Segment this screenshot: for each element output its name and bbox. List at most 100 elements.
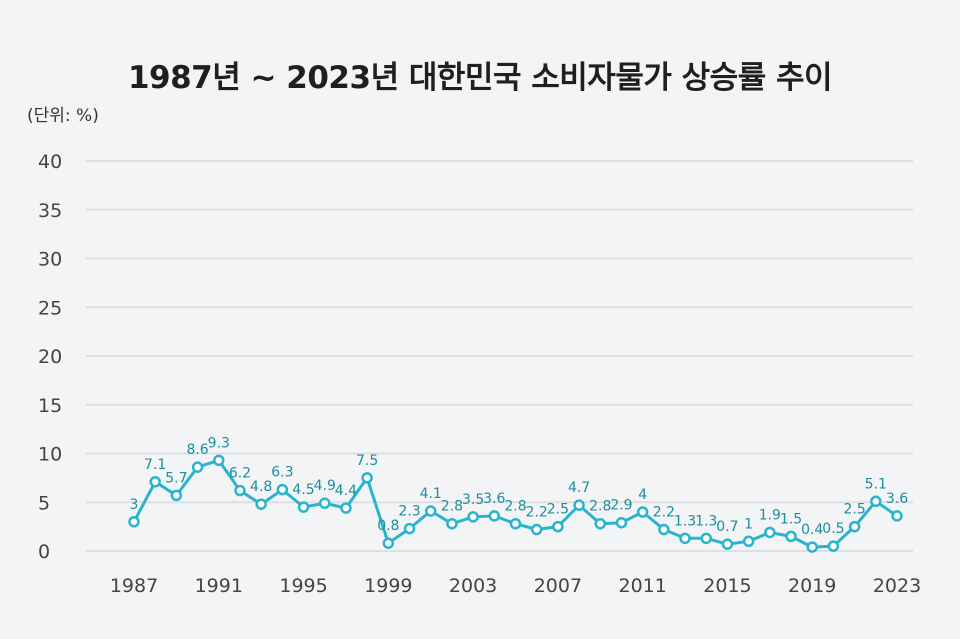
data-label: 0.8 <box>377 518 399 534</box>
data-point <box>403 522 416 535</box>
data-point <box>213 454 225 467</box>
data-point <box>382 537 395 549</box>
data-label: 1 <box>744 516 753 532</box>
data-point <box>806 541 818 553</box>
data-label: 4.8 <box>250 479 272 495</box>
data-point <box>488 510 501 522</box>
data-point <box>636 506 649 518</box>
x-tick-label: 1999 <box>364 575 412 597</box>
y-axis-ticks: 0 5 10 15 20 25 30 35 40 <box>38 151 62 563</box>
x-axis-ticks: 1987 1991 1995 1999 2003 2007 2011 2015 2019 2023 <box>110 575 921 597</box>
data-label: 1.9 <box>759 507 781 523</box>
data-label: 2.8 <box>589 499 611 515</box>
y-tick-label: 30 <box>38 249 62 271</box>
chart-title: 1987년 ~ 2023년 대한민국 소비자물가 상승률 추이 <box>127 60 833 96</box>
data-label: 3.6 <box>886 491 908 507</box>
grid-lines <box>86 160 913 552</box>
data-point <box>276 483 289 496</box>
data-point <box>742 535 755 547</box>
data-point <box>615 516 628 529</box>
data-label: 1.3 <box>695 513 717 529</box>
data-point <box>361 472 373 484</box>
data-point <box>552 520 564 533</box>
data-label: 0.5 <box>822 521 844 537</box>
y-tick-label: 20 <box>38 346 62 368</box>
data-point <box>424 505 437 517</box>
y-tick-label: 15 <box>38 395 62 417</box>
data-label: 1.3 <box>674 513 696 529</box>
data-point <box>700 532 712 545</box>
y-unit-label: (단위: %) <box>27 106 99 126</box>
x-tick-label: 1991 <box>195 575 243 597</box>
data-points <box>128 454 903 553</box>
data-label: 6.2 <box>229 466 251 482</box>
data-label: 2.5 <box>843 502 865 518</box>
data-label: 4.1 <box>420 486 442 502</box>
data-point <box>679 532 691 545</box>
data-point <box>340 502 352 514</box>
data-point <box>319 497 331 509</box>
data-label: 4.5 <box>292 482 314 498</box>
x-tick-label: 2011 <box>618 575 666 597</box>
x-tick-label: 2007 <box>534 575 582 597</box>
y-tick-label: 10 <box>38 444 62 466</box>
y-tick-label: 5 <box>38 492 50 514</box>
data-label: 3.6 <box>483 491 505 507</box>
data-point <box>234 484 246 497</box>
data-point <box>785 530 797 543</box>
data-label: 9.3 <box>208 435 230 451</box>
x-tick-label: 1995 <box>279 575 327 597</box>
data-label: 2.8 <box>504 499 526 515</box>
data-label: 4.9 <box>314 478 336 494</box>
x-tick-label: 2023 <box>873 575 921 597</box>
x-tick-label: 2019 <box>788 575 836 597</box>
data-point <box>848 520 861 533</box>
x-tick-label: 2003 <box>449 575 497 597</box>
data-point <box>128 516 140 528</box>
data-point <box>297 501 310 513</box>
data-point <box>658 523 670 536</box>
data-label: 5.7 <box>165 470 187 486</box>
y-tick-label: 25 <box>38 297 62 319</box>
data-point <box>573 499 585 511</box>
data-point <box>764 526 776 539</box>
data-label: 2.2 <box>526 505 548 521</box>
data-point <box>509 517 522 530</box>
data-point <box>255 498 267 510</box>
data-label: 2.9 <box>610 498 632 514</box>
data-label: 2.8 <box>441 499 463 515</box>
data-point <box>170 489 183 502</box>
data-label: 4.7 <box>568 480 590 496</box>
data-label: 0.4 <box>801 522 823 538</box>
data-label: 7.1 <box>144 457 166 473</box>
data-point <box>467 511 479 523</box>
data-label: 6.3 <box>271 465 293 481</box>
data-point <box>191 461 204 473</box>
data-label: 7.5 <box>356 453 378 469</box>
data-label: 4 <box>638 487 647 503</box>
data-label: 2.3 <box>398 504 420 520</box>
data-label: 5.1 <box>865 476 887 492</box>
data-label: 2.5 <box>547 502 569 518</box>
data-point <box>891 510 903 522</box>
data-point <box>446 517 458 530</box>
y-tick-label: 0 <box>38 541 50 563</box>
data-label: 4.4 <box>335 483 357 499</box>
data-label: 8.6 <box>186 442 208 458</box>
data-point <box>149 476 161 488</box>
data-point <box>530 523 543 536</box>
data-label: 1.5 <box>780 511 802 527</box>
x-tick-label: 2015 <box>703 575 751 597</box>
data-point <box>827 540 840 552</box>
data-point <box>870 495 882 508</box>
y-tick-label: 35 <box>38 200 62 222</box>
data-label: 0.7 <box>716 519 738 535</box>
data-point <box>721 538 734 550</box>
data-point <box>594 517 607 530</box>
data-labels: 3 7.15.7 8.69.3 6.24.86.34.54.94.4 7.5 0.82.3… <box>130 435 909 538</box>
y-tick-label: 40 <box>38 151 62 173</box>
data-label: 3.5 <box>462 492 484 508</box>
data-label: 2.2 <box>653 505 675 521</box>
